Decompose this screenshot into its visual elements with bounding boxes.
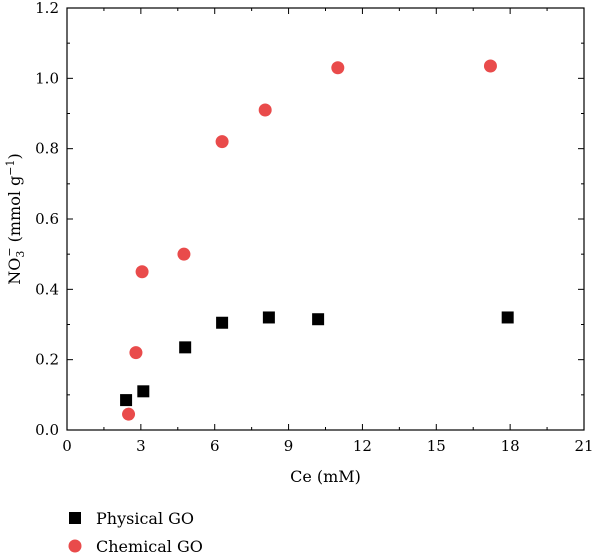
y-tick-label: 1.0 — [35, 69, 59, 87]
physical-go-point — [501, 311, 514, 324]
x-tick-label: 18 — [501, 437, 520, 455]
x-axis-title: Ce (mM) — [290, 467, 361, 486]
legend: Physical GO Chemical GO — [68, 509, 203, 553]
x-tick-label: 9 — [284, 437, 294, 455]
y-axis-ticks: 0.0 0.2 0.4 0.6 0.8 1.0 1.2 — [35, 0, 584, 439]
data-points — [120, 59, 514, 421]
x-tick-label: 21 — [574, 437, 593, 455]
chemical-go-point — [129, 346, 143, 360]
y-axis-title-base: NO — [5, 258, 24, 285]
x-axis-ticks: 0 3 6 9 12 15 18 21 — [62, 8, 594, 455]
chemical-go-point — [258, 103, 272, 117]
x-tick-label: 6 — [210, 437, 220, 455]
y-tick-label: 0.8 — [35, 140, 59, 158]
y-tick-label: 1.2 — [35, 0, 59, 17]
y-axis-title-subscript: 3 — [14, 251, 27, 258]
plot-frame — [66, 7, 585, 431]
physical-go-point — [120, 394, 133, 407]
legend-marker-chemical-go — [68, 539, 82, 553]
y-tick-label: 0.6 — [35, 210, 59, 228]
chemical-go-point — [177, 247, 191, 261]
x-tick-label: 3 — [136, 437, 146, 455]
physical-go-point — [262, 311, 275, 324]
legend-marker-physical-go — [69, 512, 81, 524]
x-tick-label: 12 — [353, 437, 372, 455]
y-tick-label: 0.2 — [35, 351, 59, 369]
y-tick-label: 0.4 — [35, 280, 59, 298]
physical-go-point — [216, 316, 229, 329]
y-axis-title-unit: (mmol g — [5, 176, 24, 248]
chemical-go-point — [215, 135, 229, 149]
x-tick-label: 15 — [427, 437, 446, 455]
y-tick-label: 0.0 — [35, 421, 59, 439]
physical-go-point — [179, 341, 192, 354]
chemical-go-point — [483, 59, 497, 73]
y-axis-title-unit-superscript: −1 — [4, 159, 17, 175]
plot-border — [66, 7, 585, 431]
physical-go-point — [312, 313, 325, 326]
chemical-go-point — [331, 61, 345, 75]
chemical-go-point — [122, 407, 136, 421]
physical-go-point — [137, 385, 150, 398]
legend-label-physical-go: Physical GO — [96, 509, 194, 528]
legend-label-chemical-go: Chemical GO — [96, 537, 203, 553]
y-axis-title: NO3− (mmol g−1) — [3, 153, 27, 285]
y-axis-title-superscript: − — [3, 247, 16, 256]
y-axis-title-unit-close: ) — [5, 153, 24, 159]
x-tick-label: 0 — [62, 437, 72, 455]
chemical-go-point — [135, 265, 149, 279]
